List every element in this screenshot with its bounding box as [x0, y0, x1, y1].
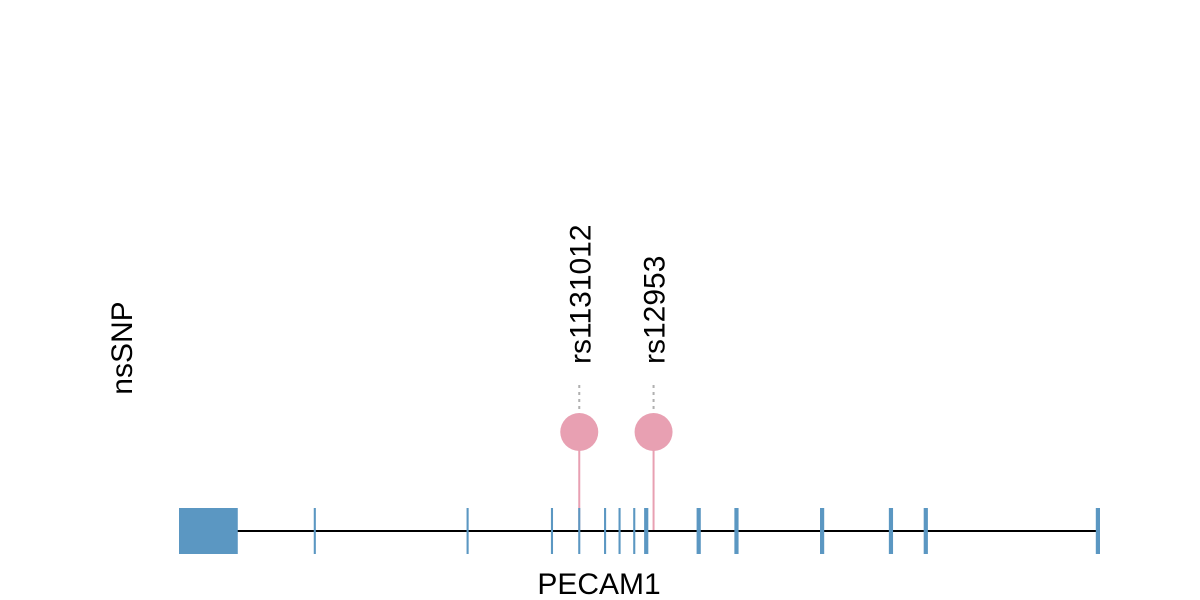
snp-rs12953: rs12953 — [634, 256, 673, 531]
exon-3 — [466, 508, 469, 554]
track-label: nsSNP — [106, 301, 139, 394]
exon-12 — [820, 508, 825, 554]
exon-5 — [578, 508, 581, 554]
exon-11 — [734, 508, 739, 554]
exon-10 — [696, 508, 701, 554]
snp-marker — [634, 413, 673, 451]
exon-1 — [179, 508, 238, 554]
snp-rs1131012: rs1131012 — [560, 224, 599, 531]
gene-model — [179, 508, 1100, 554]
exon-8 — [633, 508, 636, 554]
exon-13 — [888, 508, 894, 554]
snp-label: rs1131012 — [564, 224, 597, 364]
snp-layer: rs1131012 rs12953 — [560, 224, 673, 531]
exon-14 — [923, 508, 928, 554]
exon-2 — [313, 508, 316, 554]
snp-label: rs12953 — [639, 256, 672, 364]
exon-6 — [604, 508, 607, 554]
gene-name-label: PECAM1 — [537, 568, 660, 600]
exon-4 — [550, 508, 554, 554]
exon-7 — [618, 508, 621, 554]
exon-9 — [644, 508, 649, 554]
snp-marker — [560, 413, 599, 451]
exon-15 — [1095, 508, 1100, 554]
